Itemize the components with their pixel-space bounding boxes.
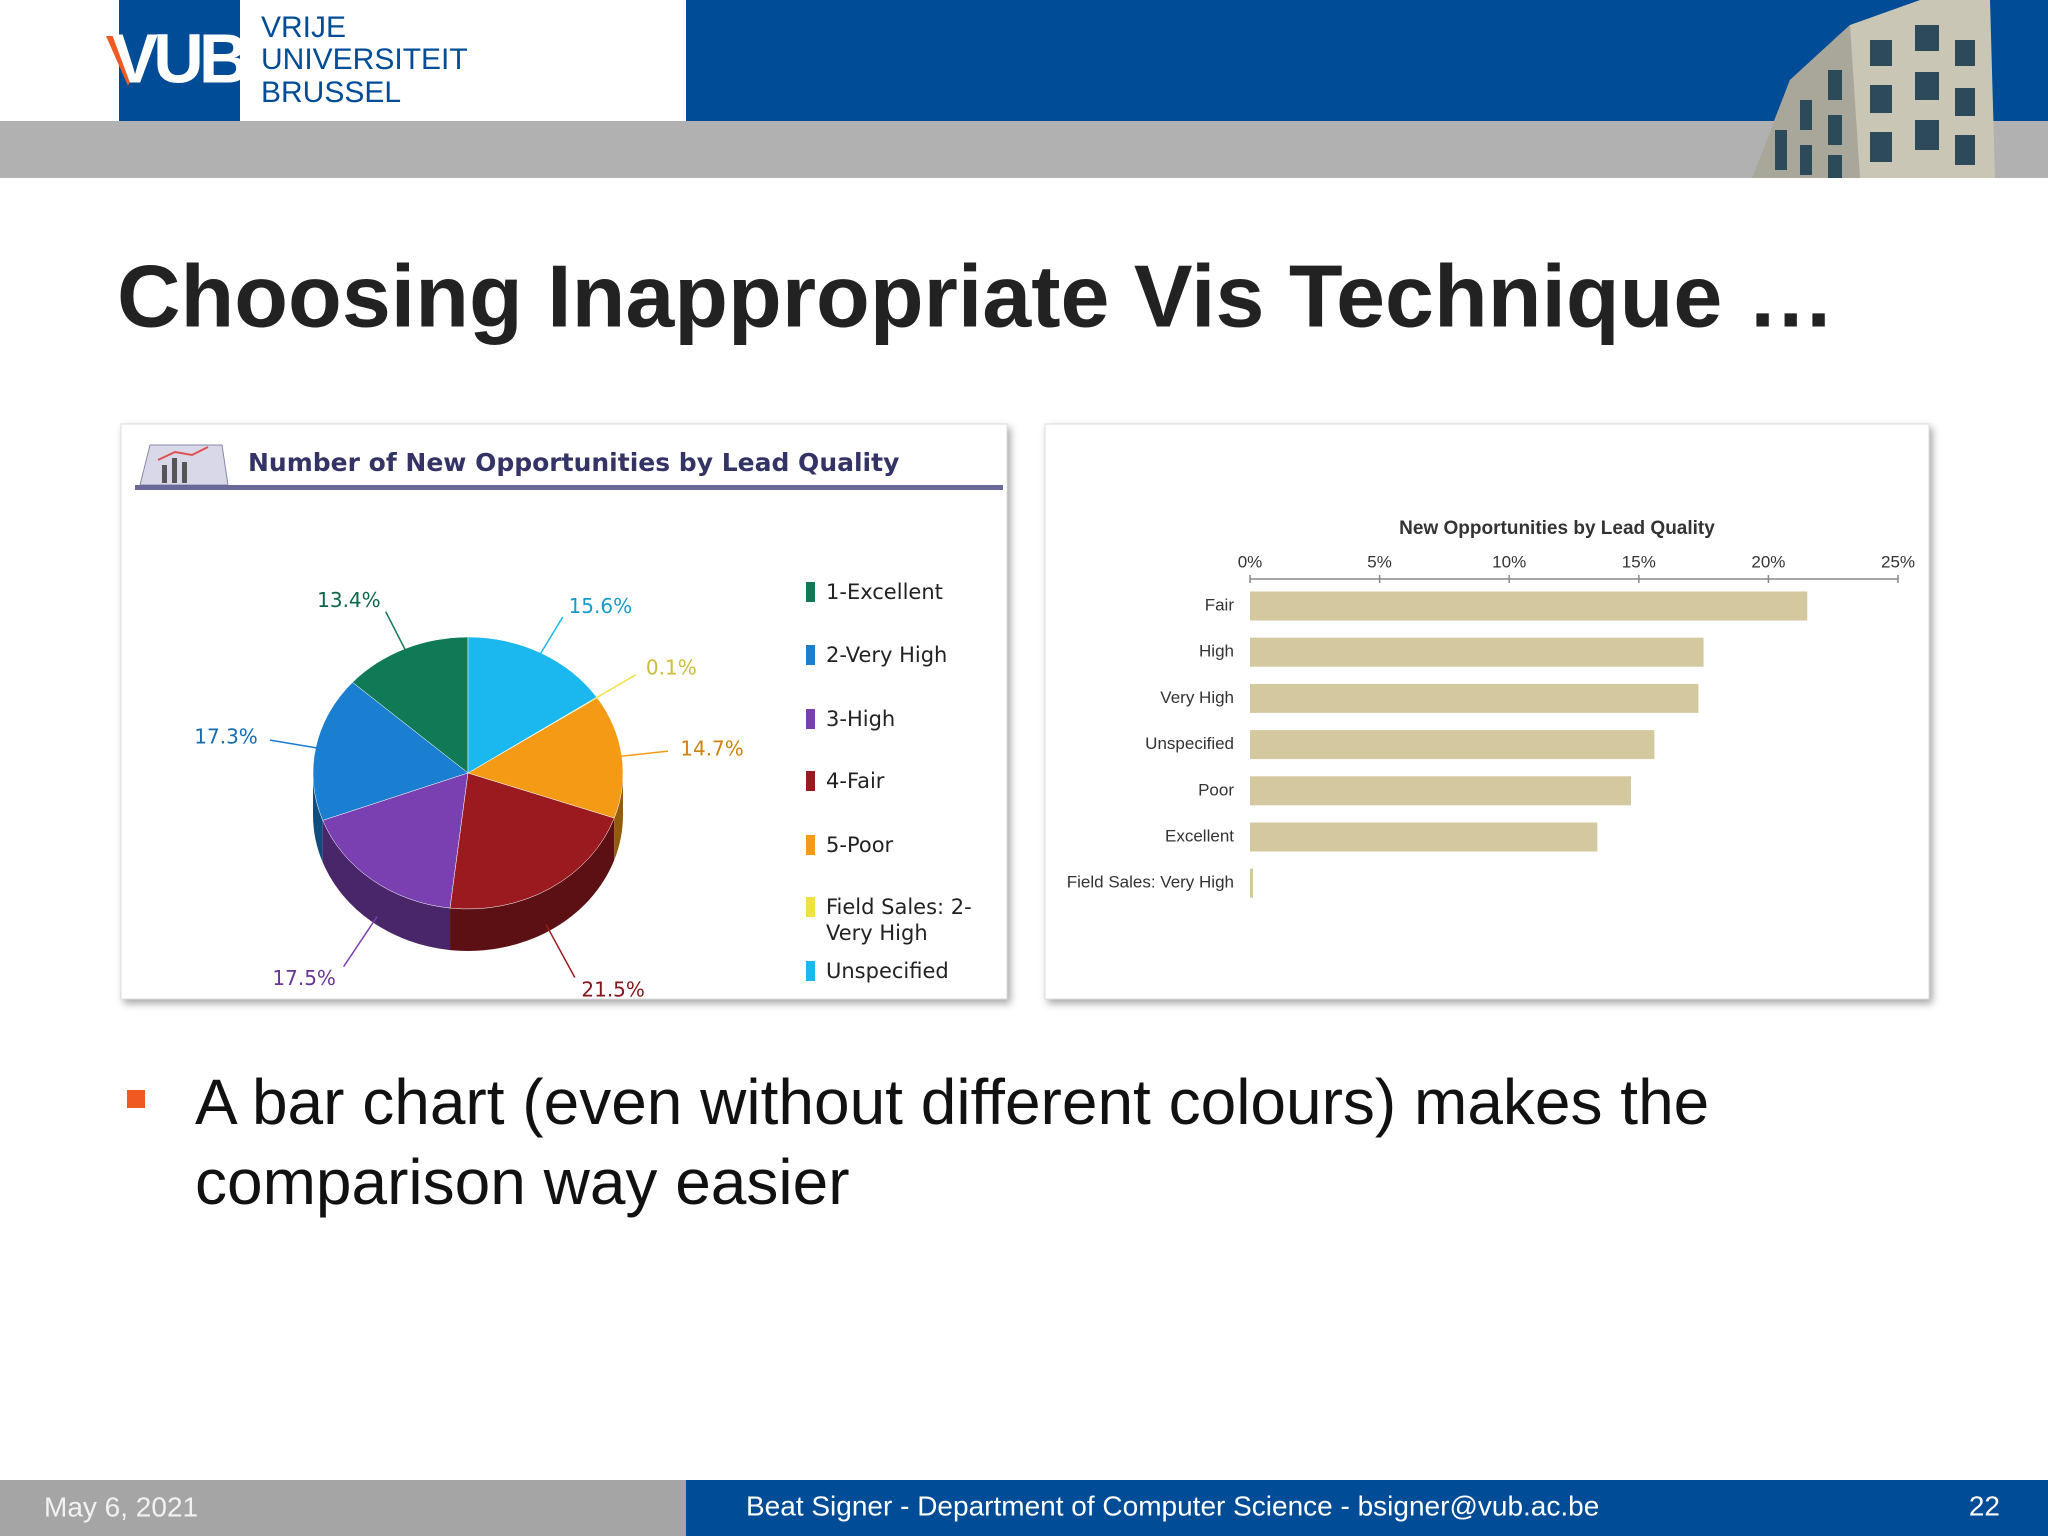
legend-label-box: 1-Excellent — [826, 580, 943, 604]
pie-value-label: 0.1% — [646, 655, 697, 679]
legend-swatch — [806, 835, 815, 855]
pie-slice-side — [313, 773, 323, 863]
bar — [1250, 868, 1253, 898]
pie-value-label: 17.3% — [194, 725, 258, 749]
pie-value-label: 21.5% — [581, 977, 645, 1001]
legend-label: 5-Poor — [826, 833, 894, 857]
legend-label-box: 5-Poor — [826, 833, 894, 857]
y-category-label: Excellent — [1165, 826, 1234, 845]
legend-label-box: 4-Fair — [826, 769, 885, 793]
legend-swatch — [806, 897, 815, 917]
slide-title: Choosing Inappropriate Vis Technique … — [117, 246, 1835, 345]
legend-label: 4-Fair — [826, 769, 885, 793]
page-number: 22 — [1969, 1490, 2000, 1521]
x-tick-label: 15% — [1622, 552, 1656, 571]
university-name: BRUSSEL — [261, 76, 401, 109]
legend-label-box: 2-Very High — [826, 643, 948, 667]
x-tick-label: 25% — [1881, 552, 1915, 571]
bar-title: New Opportunities by Lead Quality — [1399, 518, 1715, 539]
bullet-text: A bar chart (even without different colo… — [195, 1066, 1710, 1218]
building — [1752, 0, 1995, 178]
bar — [1250, 637, 1704, 667]
y-category-label: Fair — [1205, 595, 1235, 614]
y-category-label: Unspecified — [1145, 734, 1234, 753]
bar — [1250, 776, 1632, 806]
footer-gray — [0, 1480, 686, 1536]
x-tick-label: 5% — [1367, 552, 1392, 571]
leader-line — [545, 924, 576, 978]
y-category-label: High — [1199, 642, 1234, 661]
pie-value-label: 14.7% — [680, 736, 744, 760]
pie-slice-side — [322, 820, 451, 951]
bullet-marker — [127, 1090, 145, 1108]
chart-icon — [139, 444, 229, 486]
pie-value-label: 15.6% — [569, 594, 633, 618]
legend-swatch — [806, 709, 815, 729]
bar — [1250, 730, 1655, 760]
legend-label: Field Sales: 2-Very High — [826, 895, 972, 945]
x-tick-label: 10% — [1492, 552, 1526, 571]
x-tick-label: 0% — [1238, 552, 1263, 571]
university-name: VRIJE — [261, 11, 346, 44]
pie-slice-side — [614, 773, 623, 861]
leader-line — [269, 739, 324, 750]
pie-slice — [449, 772, 615, 910]
footer-blue — [686, 1480, 2048, 1536]
pie-slice-side — [450, 818, 615, 952]
bar — [1250, 591, 1808, 621]
pie-title: Number of New Opportunities by Lead Qual… — [248, 448, 899, 477]
leader-line — [342, 916, 378, 968]
legend-label: 3-High — [826, 707, 896, 731]
pie-value-label: 17.5% — [272, 966, 336, 990]
bar — [1250, 822, 1598, 852]
y-category-label: Field Sales: Very High — [1067, 873, 1234, 892]
legend-label: 2-Very High — [826, 643, 948, 667]
legend-label-box: Field Sales: 2-Very High — [826, 895, 972, 945]
legend-label: Unspecified — [826, 959, 949, 983]
legend-swatch — [806, 582, 815, 602]
logo-accent — [106, 36, 134, 86]
pie-slice — [322, 772, 469, 909]
footer-text: Beat Signer - Department of Computer Sci… — [746, 1490, 1599, 1521]
legend-swatch — [806, 645, 815, 665]
legend-swatch — [806, 771, 815, 791]
logo-text: VUB — [112, 19, 247, 97]
y-category-label: Very High — [1160, 688, 1234, 707]
legend-swatch — [806, 961, 815, 981]
footer-date: May 6, 2021 — [44, 1491, 198, 1522]
y-category-label: Poor — [1198, 780, 1234, 799]
pie-value-label: 13.4% — [317, 588, 381, 612]
legend-label-box: Unspecified — [826, 959, 949, 983]
leader-line — [614, 750, 669, 758]
x-tick-label: 20% — [1751, 552, 1785, 571]
legend-label: 1-Excellent — [826, 580, 943, 604]
pie-title-rule — [135, 485, 1003, 490]
header-gray — [0, 121, 2048, 178]
leader-line — [536, 616, 564, 660]
leader-line — [590, 674, 636, 702]
legend-label-box: 3-High — [826, 707, 896, 731]
bullet-text-box: A bar chart (even without different colo… — [195, 1066, 1710, 1218]
university-name: UNIVERSITEIT — [261, 43, 468, 76]
leader-line — [385, 611, 409, 656]
logo-box — [119, 0, 240, 121]
bar — [1250, 683, 1699, 713]
